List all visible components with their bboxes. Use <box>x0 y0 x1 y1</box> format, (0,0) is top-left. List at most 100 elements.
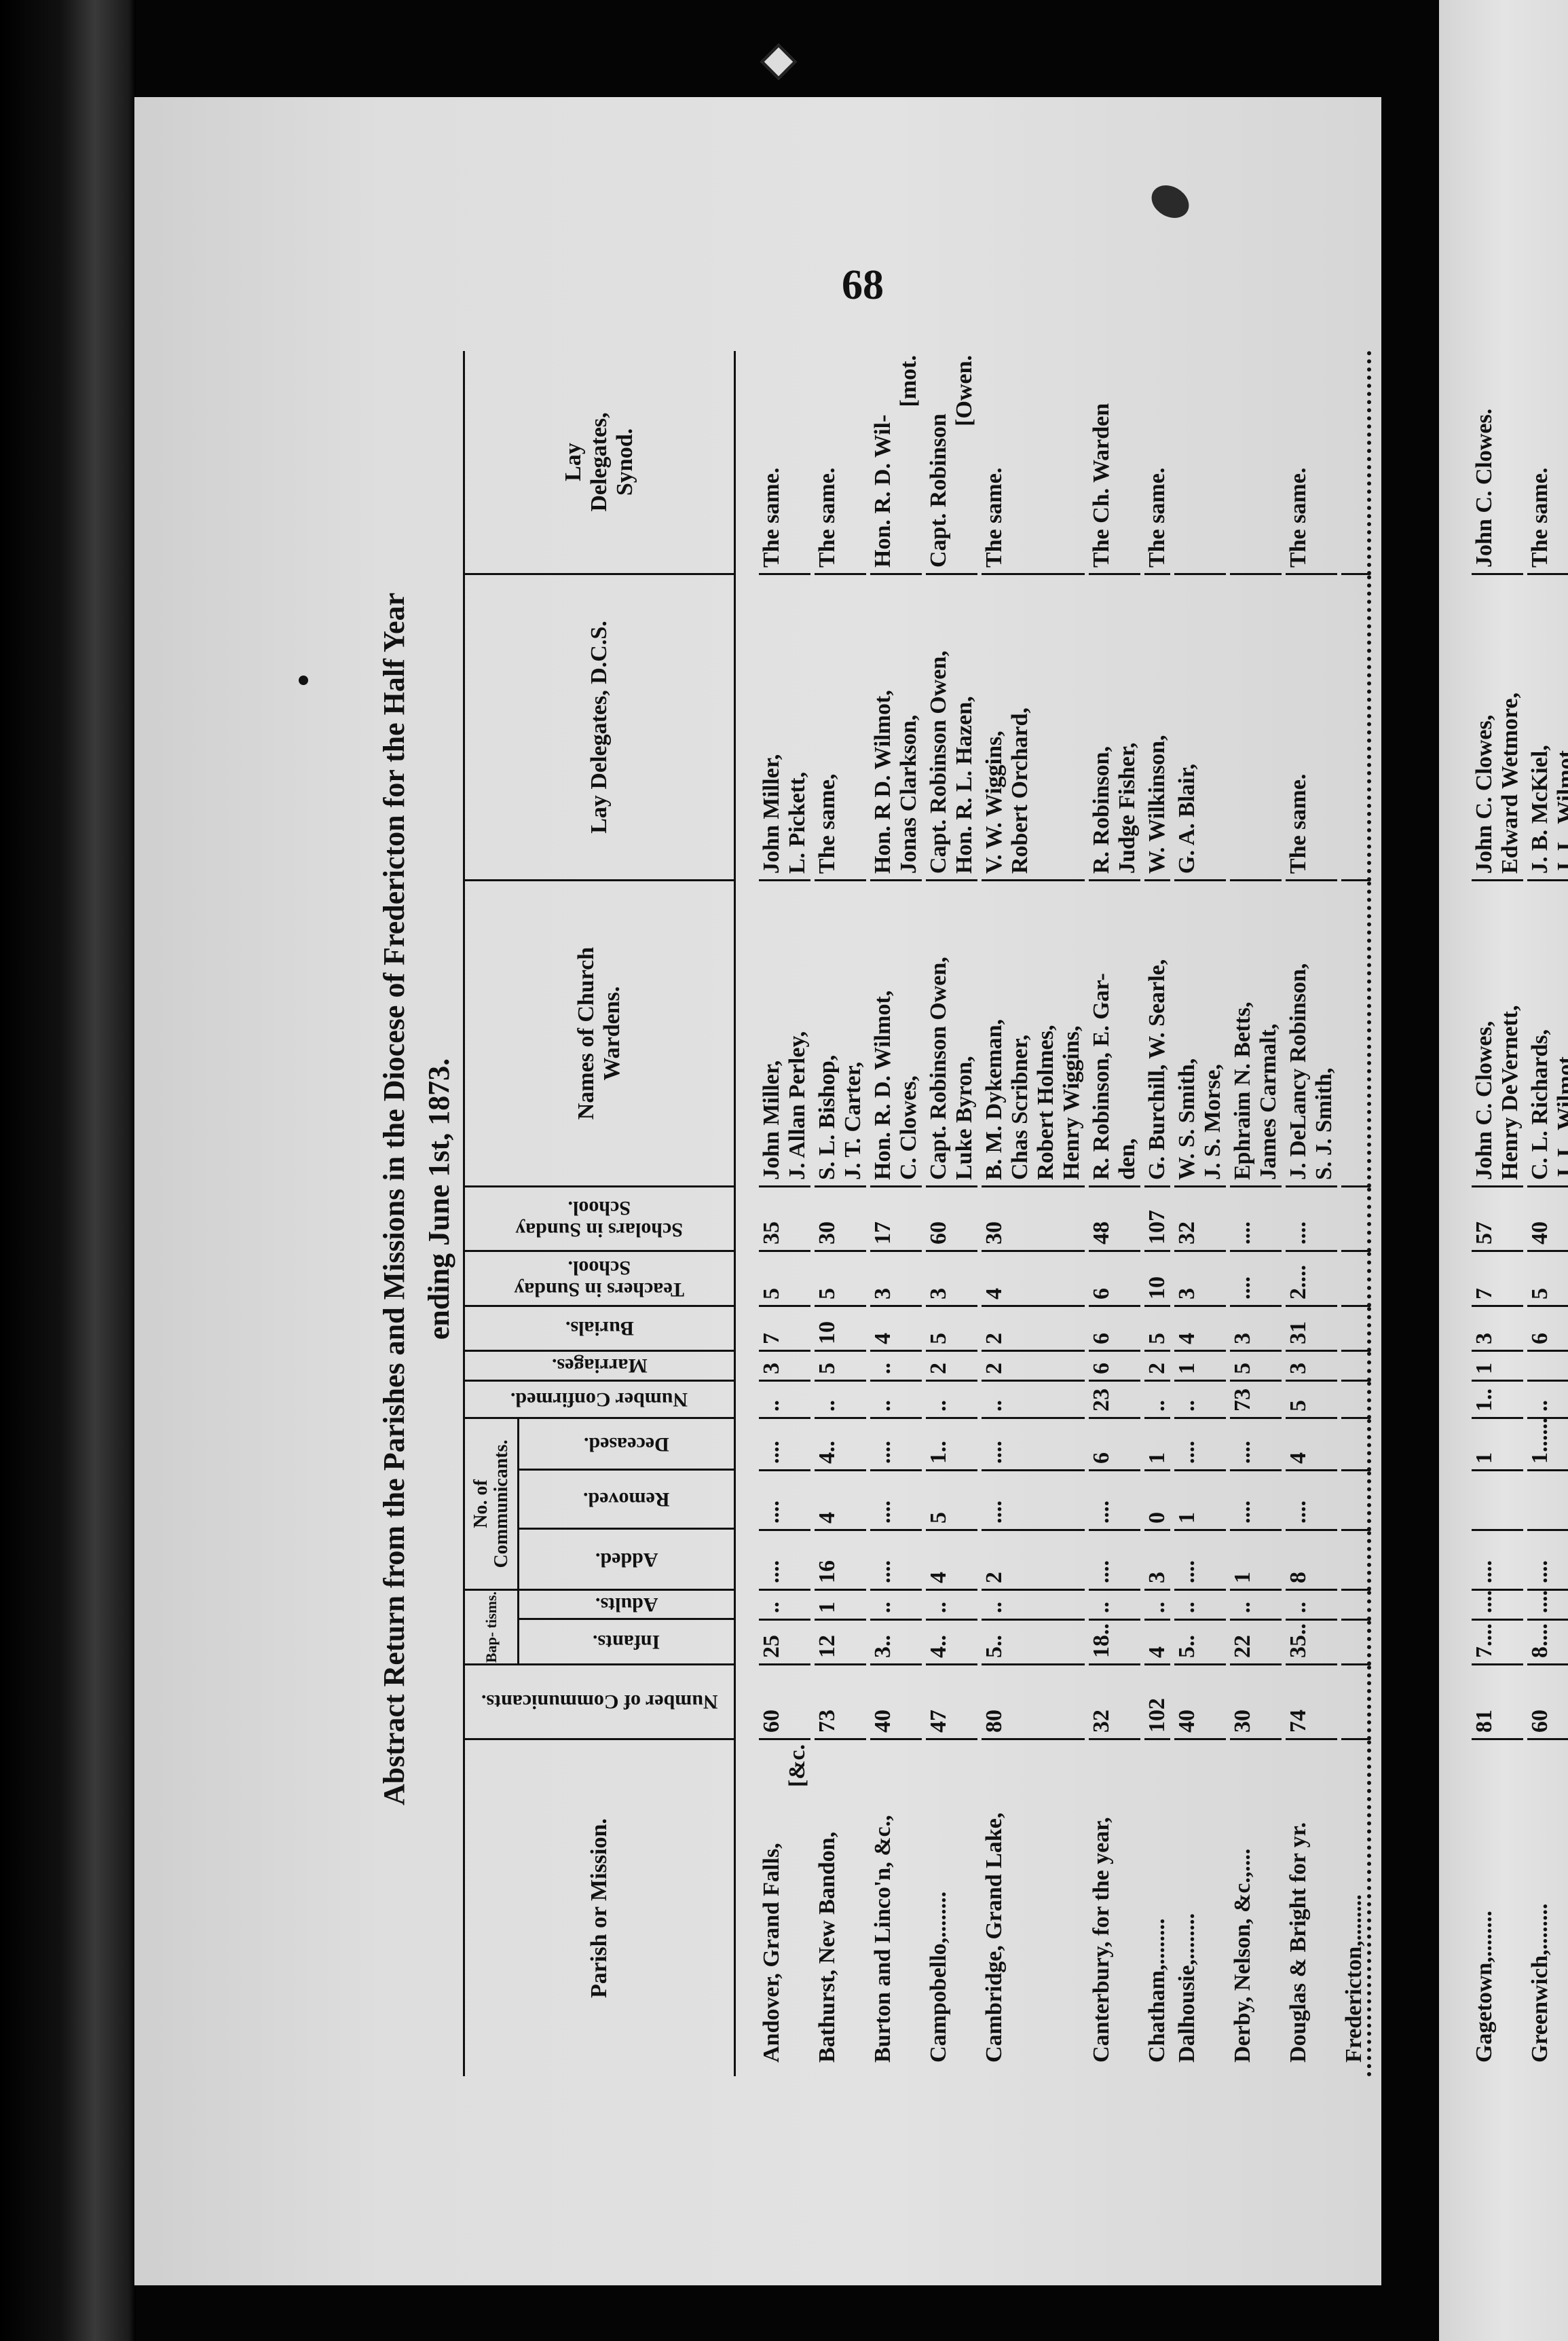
cell-deceased: 1.. <box>926 1419 977 1471</box>
cell-marriages: 1 <box>1174 1352 1226 1382</box>
cell-marriages: 2 <box>926 1352 977 1382</box>
confirmed-text: .. <box>1527 1400 1552 1412</box>
cell-deceased: .... <box>982 1419 1085 1471</box>
added-text: 16 <box>815 1560 840 1583</box>
cell-deceased: .... <box>870 1419 922 1471</box>
table-row: Gagetown,........ 81 7............ 1 1.. 1 3 7… <box>1444 351 1527 2076</box>
communicants-text: 81 <box>1472 1710 1497 1733</box>
cell-communicants: 81 <box>1472 1665 1523 1740</box>
table-row: Greenwich,........ 60 8............ 1.....… <box>1527 351 1568 2076</box>
added-text: 3 <box>1144 1572 1170 1583</box>
cell-marriages: 5 <box>815 1352 866 1382</box>
header-baptisms: Bap- tisms. <box>465 1591 519 1663</box>
cell-deceased: .... <box>1174 1419 1226 1471</box>
dcs-text: R. Robinson, <box>1089 745 1114 874</box>
removed-text: 4 <box>815 1512 840 1524</box>
cell-confirmed: .. <box>1144 1382 1170 1419</box>
cell-infants: 35.. <box>1286 1621 1337 1665</box>
teachers-text: 2.... <box>1286 1265 1311 1299</box>
confirmed-text: .. <box>982 1400 1007 1412</box>
parish-text: Fredericton,........ <box>1341 1894 1366 2063</box>
parish-text: Campobello,........ <box>926 1891 951 2063</box>
wardens-text: Henry DeVernett, <box>1497 1005 1523 1180</box>
cell-scholars: 107 <box>1144 1187 1170 1252</box>
scan-border <box>0 0 136 2341</box>
parish-text: Chatham,........ <box>1144 1918 1170 2063</box>
cell-wardens: Ephraim N. Betts, James Carmalt, <box>1230 881 1282 1187</box>
synod-text: [Owen. <box>952 355 977 426</box>
added-text: 2 <box>982 1572 1007 1583</box>
scholars-text: 30 <box>815 1221 840 1245</box>
deceased-text: 6 <box>1089 1452 1114 1464</box>
scholars-text <box>1341 1187 1367 1245</box>
cell-communicants <box>1341 1665 1371 1740</box>
removed-text: 1 <box>1174 1512 1199 1524</box>
marriages-text <box>1341 1352 1367 1374</box>
cell-communicants: 40 <box>1174 1665 1226 1740</box>
table-row: Fredericton,........ <box>1341 351 1375 2076</box>
adults-text <box>1341 1591 1367 1613</box>
dcs-text: Robert Orchard, <box>1007 707 1032 874</box>
cell-confirmed: .. <box>815 1382 866 1419</box>
adults-text: .... <box>1472 1590 1497 1613</box>
cell-removed <box>1472 1471 1523 1531</box>
cell-deceased: 1 <box>1472 1419 1523 1471</box>
wardens-text: G. Burchill, W. Searle, <box>1144 959 1170 1180</box>
cell-burials <box>1341 1307 1371 1352</box>
parish-text: Greenwich,........ <box>1527 1903 1552 2063</box>
parish-text: [&c. <box>785 1744 810 1788</box>
marriages-text: 5 <box>815 1363 840 1374</box>
adults-text: .. <box>926 1602 951 1613</box>
teachers-text: 10 <box>1144 1276 1170 1299</box>
dcs-text: J. L. Wilmot, <box>1553 744 1568 874</box>
cell-confirmed: .. <box>1527 1382 1568 1419</box>
dcs-text: Edward Wetmore, <box>1497 693 1523 874</box>
cell-parish: Bathurst, New Bandon, <box>815 1740 866 2076</box>
cell-deceased: 1 <box>1144 1419 1170 1471</box>
confirmed-text: 23 <box>1089 1388 1114 1412</box>
cell-synod: The same. <box>1286 351 1337 575</box>
dcs-text: Judge Fisher, <box>1115 742 1140 874</box>
cell-scholars: .... <box>1230 1187 1282 1252</box>
cell-added: .... <box>1089 1531 1140 1591</box>
cell-teachers: .... <box>1230 1252 1282 1307</box>
header-removed: Removed. <box>519 1471 734 1530</box>
cell-added <box>1341 1531 1371 1591</box>
synod-text: The same. <box>1286 467 1311 568</box>
cell-parish: Andover, Grand Falls, [&c. <box>759 1740 810 2076</box>
cell-burials: 3 <box>1472 1307 1523 1352</box>
table-row: Campobello,........ 47 4.... 4 5 1.... 2 5 3 60 Ca… <box>926 351 982 2076</box>
dcs-text: The same. <box>1286 773 1311 874</box>
cell-added: .... <box>759 1531 810 1591</box>
cell-added: .... <box>1174 1531 1226 1591</box>
communicants-text: 74 <box>1286 1710 1311 1733</box>
added-text: .... <box>1174 1560 1199 1583</box>
synod-text: The same. <box>1527 467 1552 568</box>
dcs-text: John C. Clowes, <box>1472 714 1497 874</box>
burials-text: 10 <box>815 1321 840 1344</box>
header-burials: Burials. <box>465 1307 734 1352</box>
cell-dcs: Capt. Robinson Owen, Hon. R. L. Hazen, <box>926 575 977 881</box>
cell-adults: .. <box>1230 1591 1282 1621</box>
cell-communicants: 60 <box>759 1665 810 1740</box>
cell-adults: .. <box>1174 1591 1226 1621</box>
infants-text: 4.. <box>926 1635 951 1658</box>
cell-infants: 22 <box>1230 1621 1282 1665</box>
cell-deceased: 1...... <box>1527 1418 1568 1471</box>
dcs-text: V. W. Wiggins, <box>982 731 1007 874</box>
teachers-text <box>1341 1252 1367 1299</box>
removed-text: 0 <box>1144 1512 1170 1524</box>
burials-text: 2 <box>982 1333 1007 1344</box>
removed-text <box>1527 1471 1553 1524</box>
teachers-text: 7 <box>1472 1288 1497 1299</box>
cell-communicants: 74 <box>1286 1665 1337 1740</box>
scholars-text: 57 <box>1472 1221 1497 1245</box>
cell-adults: .... <box>1472 1590 1523 1621</box>
cell-confirmed: 73 <box>1230 1382 1282 1419</box>
burials-text: 7 <box>759 1333 784 1344</box>
cell-adults: .. <box>1144 1591 1170 1621</box>
header-scholars: Scholars in Sunday School. <box>465 1187 734 1252</box>
teachers-text: 5 <box>1527 1288 1552 1299</box>
cell-deceased: 4.. <box>815 1419 866 1471</box>
removed-text <box>1472 1471 1497 1524</box>
